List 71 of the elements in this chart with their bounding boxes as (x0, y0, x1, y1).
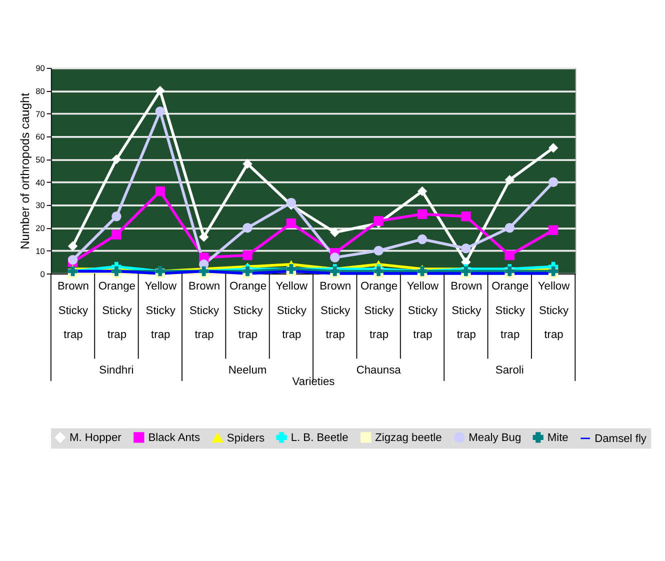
point (112, 154, 122, 164)
point (548, 143, 558, 153)
x-tick-label: Orange Sticky trap (98, 280, 136, 341)
point (461, 212, 471, 222)
point (286, 198, 296, 208)
point (330, 266, 340, 276)
point (504, 175, 514, 185)
point (374, 266, 384, 276)
text: Sindhri (99, 364, 134, 377)
y-tick-label: 70 (36, 108, 46, 119)
y-tick-label: 10 (36, 246, 46, 256)
point (242, 266, 252, 276)
legend-label: L. B. Beetle (290, 432, 348, 444)
point (198, 232, 209, 242)
text: Neelum (228, 364, 267, 377)
point (286, 218, 296, 228)
point (504, 250, 514, 260)
point (548, 177, 558, 187)
x-tick-label: Yellow Sticky trap (406, 280, 440, 341)
point (155, 86, 166, 96)
x-tick-label: Brown Sticky trap (450, 280, 482, 341)
point (461, 244, 471, 254)
x-tick-label: Brown Sticky trap (188, 280, 220, 341)
legend-label: Damsel fly (594, 433, 647, 446)
y-tick-label: 60 (36, 132, 46, 142)
legend-label: Black Ants (148, 432, 201, 444)
legend-label: Mealy Bug (468, 432, 522, 444)
x-tick-label: Yellow Sticky trap (144, 280, 178, 341)
point (155, 186, 166, 196)
point (504, 222, 514, 233)
x-tick-label: Orange Sticky trap (360, 280, 398, 341)
point (417, 234, 428, 244)
x-tick-label: Orange Sticky trap (492, 280, 529, 341)
x-tick-label: Brown Sticky trap (57, 280, 89, 341)
y-tick-label: 40 (36, 177, 46, 188)
y-tick-label: 90 (36, 63, 46, 74)
point (417, 209, 428, 219)
y-axis-title: Number of orthropods caught (18, 92, 32, 250)
point (548, 266, 558, 276)
point (242, 222, 252, 233)
x-tick-label: Orange Sticky trap (229, 280, 267, 341)
point (330, 252, 340, 262)
point (242, 250, 252, 260)
point (330, 228, 340, 238)
y-tick-label: 50 (36, 154, 46, 165)
text: Saroli (495, 364, 524, 377)
point (461, 266, 471, 276)
point (68, 254, 78, 265)
y-tick-label: 80 (36, 86, 46, 96)
y-tick-label: 30 (36, 200, 46, 210)
point (417, 186, 428, 196)
legend-label: M. Hopper (69, 432, 122, 444)
x-tick-label: Yellow Sticky trap (538, 280, 571, 341)
x-tick-label: Brown Sticky trap (320, 280, 352, 341)
legend-label: Mite (547, 432, 568, 444)
y-tick-label: 0 (40, 268, 46, 279)
point (548, 225, 558, 235)
x-tick-label: Yellow Sticky trap (276, 280, 308, 341)
point (155, 106, 166, 116)
point (112, 212, 122, 222)
y-tick-label: 20 (36, 223, 46, 234)
text: Chaunsa (356, 364, 402, 377)
point (112, 266, 122, 276)
legend-label: Spiders (226, 432, 266, 444)
point (374, 246, 384, 256)
legend-label: Zigzag beetle (375, 432, 442, 444)
x-axis-title: Varieties (292, 376, 336, 388)
point (112, 230, 122, 240)
point (68, 241, 78, 251)
point (242, 159, 252, 169)
point (374, 216, 384, 226)
